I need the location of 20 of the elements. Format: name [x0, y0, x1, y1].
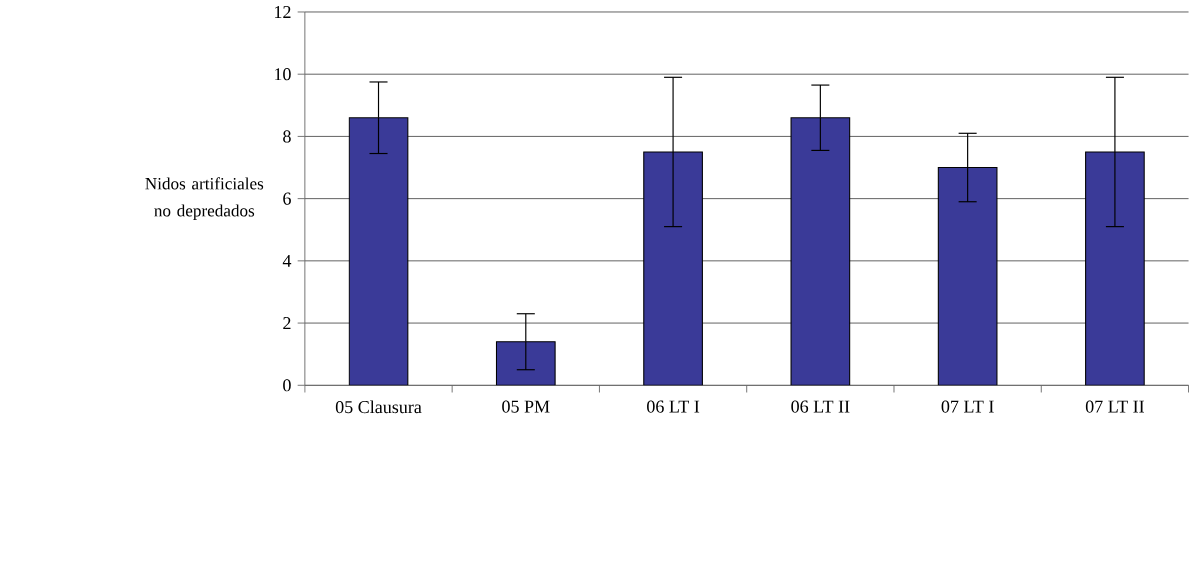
x-tick-label: 05 Clausura: [335, 400, 422, 414]
y-axis-title: Nidos artificiales no depredados: [145, 177, 264, 221]
y-tick-label: 0: [283, 379, 291, 392]
y-tick-label: 12: [275, 6, 291, 19]
x-tick-label: 07 LT II: [1085, 400, 1145, 413]
x-tick-label: 06 LT I: [647, 400, 700, 413]
bar: [937, 167, 998, 386]
y-tick-label: 2: [283, 317, 291, 330]
bar: [1085, 151, 1145, 386]
y-tick-label: 10: [275, 68, 291, 81]
x-tick-label: 05 PM: [502, 400, 550, 413]
x-tick-label: 06 LT II: [791, 400, 850, 413]
bar: [348, 117, 409, 386]
y-tick-label: 4: [282, 255, 292, 267]
y-tick-label: 6: [283, 192, 291, 205]
bar: [495, 341, 556, 386]
y-tick-label: 8: [283, 130, 291, 143]
bar: [643, 151, 703, 386]
x-tick-label: 07 LT I: [941, 400, 994, 413]
bar: [790, 117, 851, 386]
